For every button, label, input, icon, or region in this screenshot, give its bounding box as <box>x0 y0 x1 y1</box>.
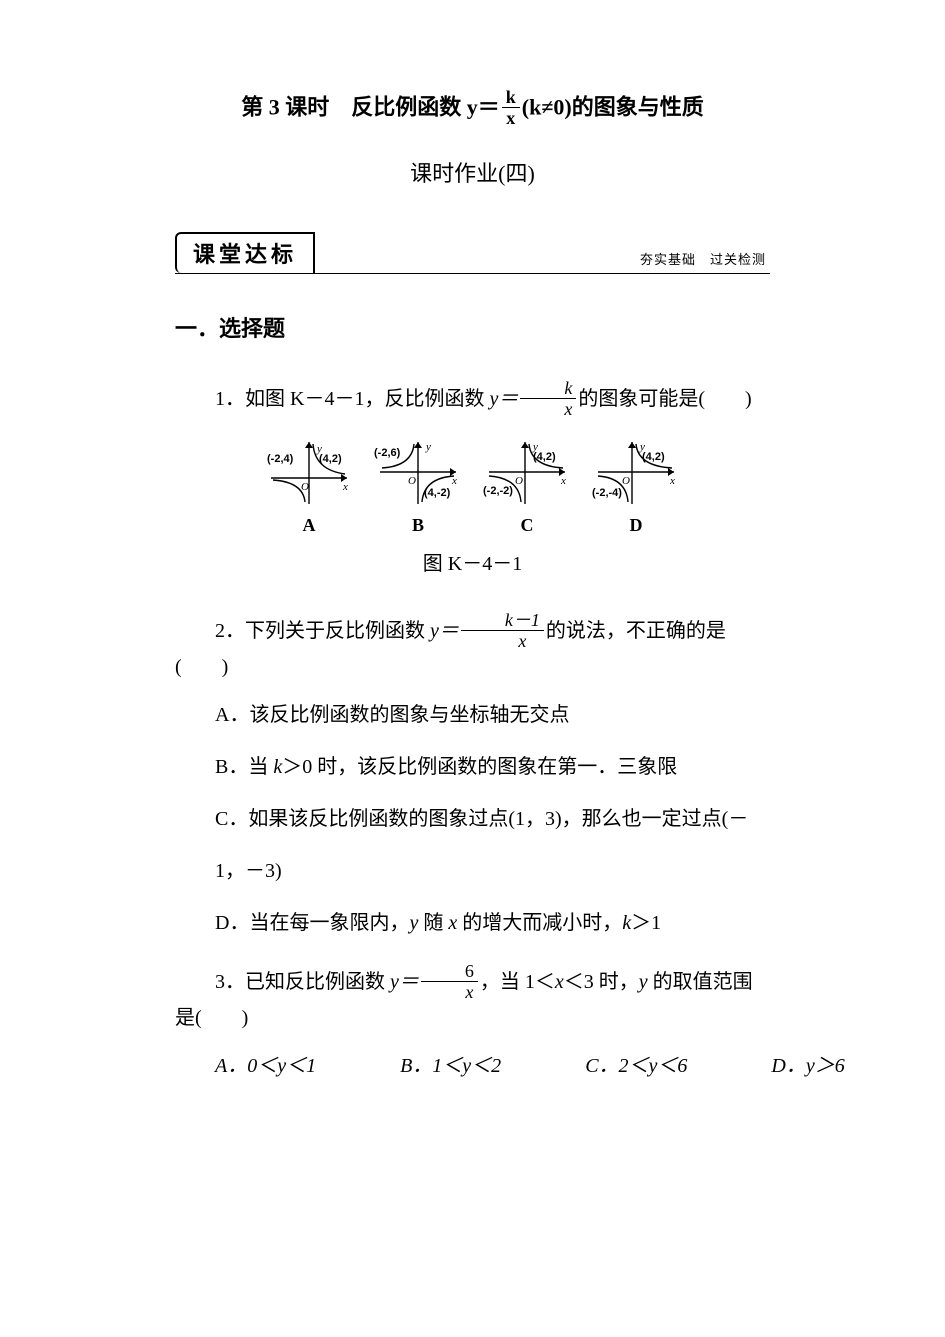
q2-b-k: k <box>273 756 282 778</box>
subtitle: 课时作业(四) <box>175 157 770 190</box>
q3-text: 3．已知反比例函数 y＝6x，当 1＜x＜3 时，y 的取值范围是( ) <box>175 964 770 1033</box>
graph-b-label: B <box>374 512 462 539</box>
svg-text:(-2,-4): (-2,-4) <box>592 487 622 499</box>
graph-option-d: y x O (4,2) (-2,-4) D <box>592 438 680 539</box>
q2-yeq: y＝ <box>430 620 459 642</box>
q2-opt-c-line2: 1，－3) <box>175 856 770 886</box>
graph-b-svg: y x O (-2,6) (4,-2) <box>374 438 462 508</box>
title-fraction: kx <box>502 88 520 127</box>
q3-yeq: y＝ <box>390 971 419 993</box>
graph-a-label: A <box>265 512 353 539</box>
svg-text:O: O <box>622 475 630 487</box>
q3-x: x <box>555 971 564 993</box>
q3-frac-num: 6 <box>421 962 478 982</box>
q2-pre: 2．下列关于反比例函数 <box>215 620 430 642</box>
q2-d-mid: 随 <box>418 912 448 934</box>
q1-pre: 1．如图 K－4－1，反比例函数 <box>215 388 489 410</box>
title-frac-num: k <box>502 88 520 108</box>
q1-text: 1．如图 K－4－1，反比例函数 y＝kx的图象可能是( ) <box>175 381 770 420</box>
graph-option-b: y x O (-2,6) (4,-2) B <box>374 438 462 539</box>
svg-text:x: x <box>669 475 675 487</box>
q2-d-pre: D．当在每一象限内， <box>215 912 409 934</box>
svg-text:O: O <box>301 481 309 493</box>
svg-text:(4,2): (4,2) <box>319 453 342 465</box>
question-3: 3．已知反比例函数 y＝6x，当 1＜x＜3 时，y 的取值范围是( ) A．0… <box>175 964 770 1081</box>
q1-yeq: y＝ <box>489 388 518 410</box>
svg-text:x: x <box>451 475 457 487</box>
svg-text:x: x <box>342 481 348 493</box>
q1-figure-row: y x O (-2,4) (4,2) A y x <box>175 438 770 539</box>
q2-frac: k－1x <box>461 611 544 650</box>
q3-opt-b: B．1＜y＜2 <box>360 1051 501 1081</box>
q2-frac-num: k－1 <box>461 611 544 631</box>
q2-opt-b: B．当 k＞0 时，该反比例函数的图象在第一．三象限 <box>175 752 770 782</box>
graph-c-label: C <box>483 512 571 539</box>
q2-d-post: ＞1 <box>631 912 661 934</box>
q2-opt-c-line1: C．如果该反比例函数的图象过点(1，3)，那么也一定过点(－ <box>175 804 770 834</box>
q2-b-post: ＞0 时，该反比例函数的图象在第一．三象限 <box>282 756 677 778</box>
q2-b-pre: B．当 <box>215 756 273 778</box>
q1-frac: kx <box>520 379 576 418</box>
q1-frac-num: k <box>520 379 576 399</box>
graph-d-label: D <box>592 512 680 539</box>
q3-options: A．0＜y＜1 B．1＜y＜2 C．2＜y＜6 D．y＞6 <box>175 1051 770 1081</box>
q1-post: 的图象可能是( ) <box>578 388 751 410</box>
q2-d-mid2: 的增大而减小时， <box>457 912 622 934</box>
q3-mid2: ＜3 时， <box>564 971 639 993</box>
q3-opt-d: D．y＞6 <box>731 1051 844 1081</box>
svg-text:(-2,6): (-2,6) <box>374 447 401 459</box>
banner-box: 课堂达标 <box>175 232 315 273</box>
q2-opt-a: A．该反比例函数的图象与坐标轴无交点 <box>175 700 770 730</box>
question-2: 2．下列关于反比例函数 y＝k－1x的说法，不正确的是( ) A．该反比例函数的… <box>175 613 770 938</box>
svg-text:x: x <box>560 475 566 487</box>
q2-opt-d: D．当在每一象限内，y 随 x 的增大而减小时，k＞1 <box>175 908 770 938</box>
svg-text:O: O <box>408 475 416 487</box>
graph-d-svg: y x O (4,2) (-2,-4) <box>592 438 680 508</box>
section-banner: 课堂达标 夯实基础 过关检测 <box>175 230 770 274</box>
svg-text:(4,-2): (4,-2) <box>424 487 451 499</box>
q3-y: y <box>639 971 648 993</box>
graph-a-svg: y x O (-2,4) (4,2) <box>265 438 353 508</box>
title-frac-den: x <box>502 108 520 127</box>
page: 第 3 课时 反比例函数 y＝kx(k≠0)的图象与性质 课时作业(四) 课堂达… <box>0 0 945 1167</box>
q1-frac-den: x <box>520 399 576 418</box>
question-1: 1．如图 K－4－1，反比例函数 y＝kx的图象可能是( ) y x O (-2… <box>175 381 770 579</box>
banner-right: 夯实基础 过关检测 <box>640 250 770 272</box>
svg-text:O: O <box>515 475 523 487</box>
q3-opt-a: A．0＜y＜1 <box>175 1051 316 1081</box>
svg-text:(-2,4): (-2,4) <box>267 453 294 465</box>
graph-option-a: y x O (-2,4) (4,2) A <box>265 438 353 539</box>
title-suffix: (k≠0)的图象与性质 <box>522 95 704 120</box>
section-heading: 一．选择题 <box>175 312 770 345</box>
q2-d-k: k <box>622 912 631 934</box>
q2-text: 2．下列关于反比例函数 y＝k－1x的说法，不正确的是( ) <box>175 613 770 682</box>
q2-d-y: y <box>409 912 418 934</box>
q1-fig-caption: 图 K－4－1 <box>175 549 770 579</box>
q3-frac-den: x <box>421 982 478 1001</box>
graph-c-svg: y x O (4,2) (-2,-2) <box>483 438 571 508</box>
title-prefix: 第 3 课时 反比例函数 y＝ <box>241 95 500 120</box>
svg-text:(4,2): (4,2) <box>533 451 556 463</box>
q2-frac-den: x <box>461 631 544 650</box>
svg-text:y: y <box>425 441 431 453</box>
svg-text:(4,2): (4,2) <box>642 451 665 463</box>
svg-text:(-2,-2): (-2,-2) <box>483 485 513 497</box>
q3-opt-c: C．2＜y＜6 <box>545 1051 687 1081</box>
q3-mid: ，当 1＜ <box>480 971 555 993</box>
q2-d-x: x <box>448 912 457 934</box>
lesson-title: 第 3 课时 反比例函数 y＝kx(k≠0)的图象与性质 <box>175 90 770 129</box>
q3-pre: 3．已知反比例函数 <box>215 971 390 993</box>
graph-option-c: y x O (4,2) (-2,-2) C <box>483 438 571 539</box>
q3-frac: 6x <box>421 962 478 1001</box>
